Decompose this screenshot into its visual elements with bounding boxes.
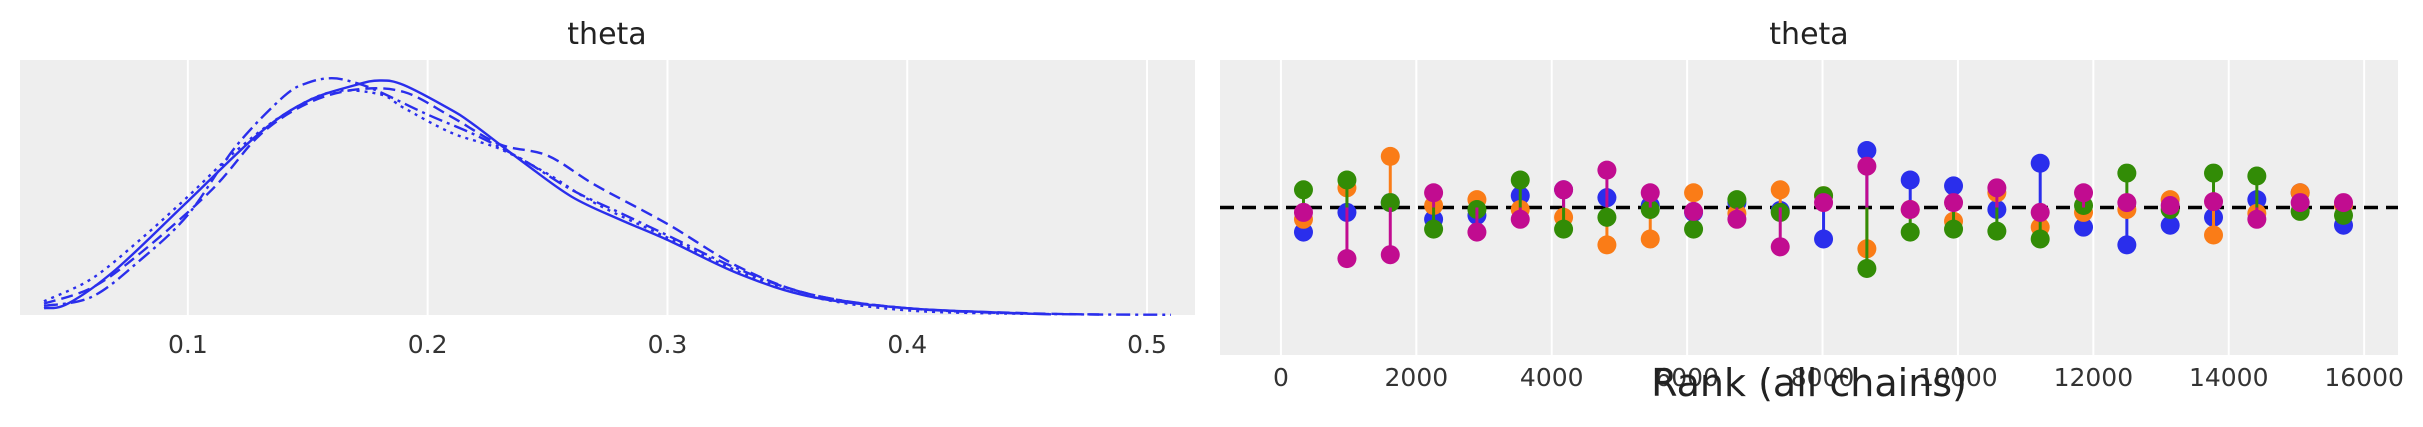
rank-point-chain-3 [1770,237,1790,257]
rank-point-chain-3 [1337,249,1357,269]
rank-point-chain-3 [1857,156,1877,176]
rank-point-chain-2 [1597,207,1617,227]
rank-x-tick-label: 6000 [1655,363,1719,392]
rank-point-chain-0 [2160,215,2180,235]
rank-x-tick-label: 14000 [2189,363,2269,392]
rank-point-chain-0 [1814,229,1834,249]
rank-point-chain-3 [1814,193,1834,213]
rank-point-chain-3 [1944,193,1964,213]
rank-point-chain-3 [2074,183,2094,203]
rank-panel: theta 0 2000 4000 6000 8000 10000 12000 14000 16… [1220,17,2404,405]
density-x-tick-label: 0.4 [887,330,927,359]
rank-point-chain-3 [2117,193,2137,213]
density-x-tick-labels: 0.1 0.2 0.3 0.4 0.5 [168,330,1167,359]
rank-point-chain-3 [1293,202,1313,222]
rank-x-tick-label: 8000 [1791,363,1855,392]
rank-point-chain-3 [1987,178,2007,198]
density-x-tick-label: 0.1 [168,330,208,359]
rank-point-chain-3 [1727,209,1747,229]
rank-x-tick-label: 16000 [2324,363,2404,392]
rank-point-chain-3 [2334,193,2354,213]
rank-point-chain-2 [1510,170,1530,190]
rank-point-chain-0 [2117,235,2137,255]
rank-point-chain-0 [2030,153,2050,173]
rank-point-chain-3 [1640,183,1660,203]
rank-x-tick-labels: 0 2000 4000 6000 8000 10000 12000 14000 16000 [1273,363,2404,392]
density-x-tick-label: 0.3 [648,330,688,359]
rank-point-chain-2 [1554,219,1574,239]
rank-point-chain-3 [2204,192,2224,212]
density-line-dashdot [43,76,1172,316]
rank-point-chain-3 [1554,180,1574,200]
rank-point-chain-1 [1380,146,1400,166]
rank-point-chain-2 [1857,258,1877,278]
rank-point-chain-3 [1684,201,1704,221]
rank-point-chain-2 [1337,170,1357,190]
rank-x-tick-label: 12000 [2054,363,2134,392]
density-line-solid [43,79,1052,316]
rank-point-chain-0 [2074,217,2094,237]
density-x-tick-label: 0.5 [1127,330,1167,359]
rank-point-chain-3 [1597,160,1617,180]
rank-point-chain-2 [1944,219,1964,239]
rank-x-axis-label: Rank (all chains) [1651,361,1967,405]
rank-point-chain-0 [1857,140,1877,160]
rank-point-chain-3 [2290,193,2310,213]
rank-point-chain-2 [1380,193,1400,213]
rank-point-chain-3 [2247,209,2267,229]
density-panel-title: theta [567,17,646,52]
rank-point-chain-2 [1293,180,1313,200]
rank-point-chain-3 [2160,196,2180,216]
rank-points [1293,140,2354,278]
rank-point-chain-2 [1727,190,1747,210]
rank-point-chain-1 [1597,235,1617,255]
rank-point-chain-3 [2030,202,2050,222]
rank-point-chain-1 [1640,229,1660,249]
rank-point-chain-2 [2204,163,2224,183]
rank-point-chain-2 [1987,221,2007,241]
rank-x-tick-label: 10000 [1918,363,1998,392]
density-panel: theta 0.1 0.2 0.3 0.4 0.5 [20,17,1195,359]
rank-point-chain-2 [1640,199,1660,219]
rank-point-chain-0 [1944,176,1964,196]
rank-x-tick-label: 2000 [1385,363,1449,392]
rank-point-chain-0 [1900,170,1920,190]
rank-point-chain-2 [1900,222,1920,242]
rank-point-chain-2 [2117,163,2137,183]
rank-point-chain-3 [1380,245,1400,265]
rank-point-chain-2 [2247,166,2267,186]
rank-point-chain-3 [1510,209,1530,229]
rank-point-chain-1 [1684,183,1704,203]
rank-point-chain-1 [2204,225,2224,245]
rank-panel-title: theta [1769,17,1848,52]
rank-point-chain-2 [1684,219,1704,239]
rank-point-chain-2 [2030,229,2050,249]
density-x-tick-label: 0.2 [408,330,448,359]
rank-point-chain-2 [1424,219,1444,239]
rank-point-chain-3 [1467,222,1487,242]
rank-point-chain-1 [1770,180,1790,200]
density-line-dotted [43,89,1028,316]
density-line-dashed [43,87,1100,316]
rank-point-chain-3 [1424,183,1444,203]
density-series-lines [43,76,1172,316]
density-plot-area [20,60,1195,315]
rank-x-tick-label: 4000 [1520,363,1584,392]
rank-x-tick-label: 0 [1273,363,1289,392]
rank-point-chain-3 [1900,199,1920,219]
